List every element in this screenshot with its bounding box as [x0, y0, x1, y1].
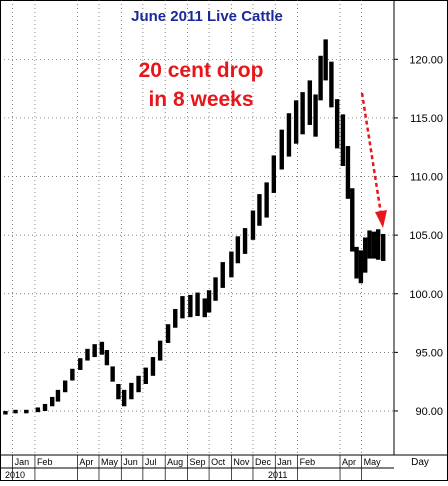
price-bar — [334, 99, 340, 149]
price-bar — [257, 194, 262, 226]
price-bar — [24, 409, 29, 414]
price-bar — [329, 61, 334, 108]
price-bar — [35, 407, 41, 413]
x-tick-label: Jan — [277, 457, 292, 467]
price-bar — [50, 396, 55, 407]
price-bar — [206, 290, 212, 313]
price-bar — [157, 340, 163, 361]
price-bar — [220, 262, 225, 288]
year-label-2011: 2011 — [268, 470, 287, 480]
price-bar — [367, 230, 372, 259]
price-bar — [173, 308, 178, 328]
x-tick-label: Aug — [167, 457, 183, 467]
price-bar — [235, 236, 241, 264]
x-tick-label: Oct — [211, 457, 226, 467]
price-bar — [70, 368, 75, 381]
price-bar — [300, 92, 305, 135]
x-axis-ticks: Jan Feb Apr May Jun Jul Aug Sep Oct Nov Dec Jan Feb A… — [12, 455, 382, 481]
y-tick-label: 95.00 — [415, 347, 443, 359]
price-bar — [129, 382, 134, 400]
price-bar — [363, 237, 368, 273]
x-tick-label: Apr — [79, 457, 93, 467]
price-bar — [62, 380, 68, 393]
price-bar — [375, 229, 381, 260]
price-bar — [213, 277, 218, 301]
y-tick-label: 120.00 — [409, 54, 443, 66]
arrow-head — [375, 210, 387, 228]
price-bar — [264, 182, 269, 218]
y-tick-label: 100.00 — [409, 289, 443, 301]
price-bar — [313, 94, 318, 137]
price-bar — [110, 366, 115, 382]
price-bar — [116, 384, 121, 400]
price-bar — [3, 410, 8, 415]
price-bar — [136, 375, 141, 393]
price-bar — [358, 250, 364, 284]
x-tick-label: Jun — [123, 457, 138, 467]
price-bar — [55, 389, 61, 402]
x-tick-label: Nov — [233, 457, 250, 467]
price-bar — [354, 246, 359, 279]
annotation-line-2: in 8 weeks — [148, 88, 253, 111]
x-unit-label: Day — [411, 457, 429, 468]
price-bars — [3, 39, 386, 415]
price-bar — [293, 100, 299, 144]
price-bar — [279, 129, 284, 170]
price-bar — [340, 114, 346, 166]
price-bar — [381, 233, 386, 261]
price-bar — [307, 80, 313, 125]
price-bar — [104, 350, 110, 366]
price-bar — [229, 251, 234, 278]
price-bar — [271, 155, 277, 193]
price-bar — [371, 231, 377, 259]
price-bar — [42, 403, 48, 411]
x-tick-label: May — [101, 457, 119, 467]
y-axis-ticks: 90.00 95.00 100.00 105.00 110.00 115.00 120.00 — [394, 54, 443, 418]
price-bar — [78, 358, 83, 370]
price-bar — [318, 55, 323, 101]
price-bar — [13, 409, 18, 414]
price-bar — [350, 188, 355, 252]
price-bar — [143, 367, 148, 385]
plot-area — [0, 0, 448, 469]
price-bar — [85, 348, 90, 361]
grid — [4, 0, 394, 455]
y-tick-label: 110.00 — [410, 172, 443, 184]
x-tick-label: Jul — [145, 457, 157, 467]
y-tick-label: 105.00 — [409, 230, 443, 242]
price-bar — [242, 228, 248, 254]
price-bar — [188, 294, 193, 318]
price-bar — [99, 341, 105, 355]
price-bar — [165, 324, 171, 343]
year-label-2010: 2010 — [5, 470, 25, 480]
drop-arrow — [360, 92, 387, 228]
y-tick-label: 90.00 — [415, 406, 443, 418]
x-tick-label: Apr — [342, 457, 356, 467]
x-tick-label: Jan — [15, 457, 30, 467]
price-bar — [195, 292, 200, 317]
price-bar — [180, 296, 185, 319]
chart-title: June 2011 Live Cattle — [131, 8, 283, 25]
price-bar — [250, 210, 256, 240]
y-tick-label: 115.00 — [410, 113, 443, 125]
x-tick-label: Dec — [255, 457, 272, 467]
price-bar — [286, 113, 292, 157]
x-tick-label: Feb — [37, 457, 53, 467]
price-bar — [202, 298, 207, 318]
price-bar — [345, 146, 351, 199]
price-bar — [150, 357, 156, 376]
price-bar — [121, 389, 127, 407]
price-bar — [92, 344, 97, 358]
x-tick-label: May — [364, 457, 382, 467]
x-tick-label: Feb — [300, 457, 316, 467]
price-bar — [323, 39, 328, 81]
x-tick-label: Sep — [189, 457, 205, 467]
annotation-line-1: 20 cent drop — [139, 59, 264, 82]
